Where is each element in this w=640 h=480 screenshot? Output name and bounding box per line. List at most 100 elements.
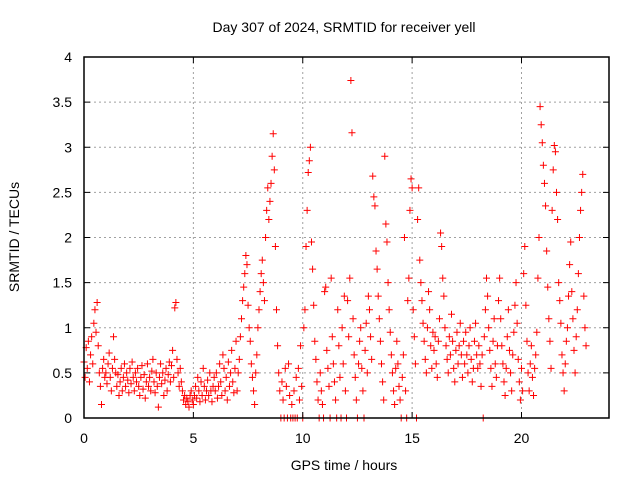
data-point	[481, 306, 489, 314]
data-point	[543, 247, 551, 255]
data-point	[566, 261, 574, 269]
data-point	[580, 292, 588, 300]
data-point	[316, 369, 324, 377]
data-point	[185, 403, 193, 411]
data-point	[297, 342, 305, 350]
data-point	[193, 394, 201, 402]
data-point	[170, 373, 178, 381]
data-point	[426, 306, 434, 314]
data-point	[90, 319, 98, 327]
data-point	[218, 391, 226, 399]
data-point	[234, 369, 242, 377]
data-point	[125, 389, 133, 397]
y-axis-label: SRMTID / TECUs	[6, 182, 22, 292]
data-point	[154, 403, 162, 411]
data-point	[486, 346, 494, 354]
data-point	[204, 376, 212, 384]
data-point	[305, 157, 313, 165]
data-point	[294, 364, 302, 372]
data-point	[524, 369, 532, 377]
data-point	[119, 373, 127, 381]
data-point	[478, 351, 486, 359]
data-point	[349, 315, 357, 323]
data-point	[83, 364, 91, 372]
data-point	[559, 369, 567, 377]
data-point	[518, 364, 525, 372]
data-point	[449, 337, 457, 345]
data-point	[485, 324, 493, 332]
data-point	[379, 378, 387, 386]
data-point	[149, 355, 157, 363]
data-point	[256, 288, 264, 296]
data-point	[146, 373, 154, 381]
data-point	[526, 360, 534, 368]
data-point	[363, 369, 371, 377]
data-point	[470, 337, 478, 345]
data-point	[124, 376, 132, 384]
data-point	[500, 378, 508, 386]
data-point	[232, 337, 240, 345]
data-point	[535, 234, 543, 241]
data-point	[490, 315, 498, 323]
data-point	[250, 387, 258, 395]
data-point	[129, 373, 137, 381]
data-point	[581, 324, 589, 332]
data-point	[362, 319, 370, 327]
data-point	[341, 387, 349, 395]
data-point	[105, 349, 113, 357]
data-point	[143, 360, 151, 368]
data-point	[391, 400, 399, 408]
data-point	[497, 315, 505, 323]
data-point	[160, 391, 168, 399]
data-point	[472, 319, 480, 327]
data-point	[357, 324, 365, 332]
data-point	[95, 369, 103, 377]
data-point	[411, 360, 419, 368]
data-point	[522, 301, 530, 309]
data-point	[308, 238, 315, 246]
data-point	[197, 378, 205, 386]
data-point	[441, 324, 449, 332]
data-point	[514, 355, 522, 363]
data-point	[274, 342, 282, 350]
data-point	[376, 337, 384, 345]
data-point	[139, 385, 147, 393]
data-point	[463, 351, 471, 359]
data-point	[201, 396, 209, 404]
data-point	[340, 292, 348, 300]
data-point	[123, 369, 131, 377]
data-point	[310, 301, 318, 309]
data-point	[238, 315, 245, 323]
data-point	[216, 360, 224, 368]
data-point	[106, 373, 114, 381]
data-point	[166, 378, 174, 386]
data-point	[84, 337, 92, 345]
data-point	[258, 256, 266, 264]
data-point	[560, 387, 568, 395]
data-point	[148, 367, 156, 375]
data-point	[222, 373, 230, 381]
data-point	[536, 103, 544, 111]
data-point	[351, 373, 359, 381]
data-point	[368, 355, 376, 363]
y-tick-label: 1	[64, 320, 72, 336]
axis-ticks	[83, 56, 609, 419]
data-point	[236, 333, 244, 341]
x-tick-label: 0	[80, 430, 88, 446]
data-point	[231, 364, 239, 372]
data-point	[271, 243, 279, 251]
data-point	[133, 378, 140, 386]
data-point	[519, 387, 527, 395]
data-point	[570, 346, 578, 354]
data-point	[126, 364, 134, 372]
y-tick-label: 4	[64, 49, 72, 65]
data-point	[452, 346, 460, 354]
data-point	[225, 382, 233, 390]
data-point	[314, 396, 322, 404]
data-point	[220, 364, 228, 372]
data-point	[215, 382, 223, 390]
data-point	[378, 360, 385, 368]
data-point	[211, 387, 219, 395]
data-point	[545, 315, 553, 323]
data-point	[270, 166, 278, 174]
